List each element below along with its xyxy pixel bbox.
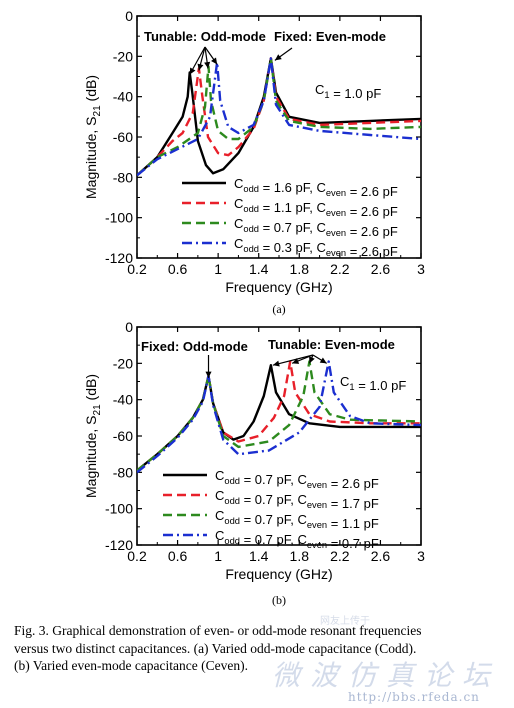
y-tick-label: -100 xyxy=(105,210,133,226)
caption-line-2: versus two distinct capacitances. (a) Va… xyxy=(14,640,417,656)
arrow-fixed-head xyxy=(274,54,282,61)
y-axis-label: Magnitude, S21 (dB) xyxy=(83,75,103,199)
arrow-tunable-2-head xyxy=(197,63,204,71)
legend-label-4: Codd = 0.3 pF, Ceven = 2.6 pF xyxy=(234,236,398,259)
legend-label-4: Codd = 0.7 pF, Ceven = 0.7 pF xyxy=(215,528,379,551)
x-tick-label: 1.4 xyxy=(249,261,269,277)
arrow-tunable-3-head xyxy=(309,356,315,364)
y-tick-label: -100 xyxy=(105,501,133,517)
y-tick-label: -60 xyxy=(113,428,133,444)
y-tick-label: -40 xyxy=(113,392,133,408)
legend-label-3: Codd = 0.7 pF, Ceven = 2.6 pF xyxy=(234,216,398,239)
annotation-c1: C1 = 1.0 pF xyxy=(340,374,406,393)
watermark-url: http://bbs.rfeda.cn xyxy=(348,690,480,704)
x-axis-label: Frequency (GHz) xyxy=(225,279,332,295)
series-line-1 xyxy=(137,57,421,177)
series-line-3 xyxy=(137,57,421,177)
x-tick-label: 0.6 xyxy=(168,261,188,277)
y-tick-label: -60 xyxy=(113,129,133,145)
arrow-tunable-1-head xyxy=(272,360,280,367)
series-line-4 xyxy=(137,57,421,177)
caption-line-1: Fig. 3. Graphical demonstration of even-… xyxy=(14,623,422,638)
annotation-tunable: Tunable: Even-mode xyxy=(268,337,395,352)
x-tick-label: 1.8 xyxy=(290,261,310,277)
x-tick-label: 0.2 xyxy=(127,261,147,277)
watermark-top: 网友上传于 xyxy=(320,616,370,627)
series-line-4 xyxy=(137,360,421,474)
arrow-fixed-head xyxy=(205,371,212,378)
x-tick-label: 1.8 xyxy=(290,548,310,564)
annotation-tunable: Tunable: Odd-mode xyxy=(144,29,266,44)
x-tick-label: 1 xyxy=(214,548,222,564)
x-tick-label: 2.6 xyxy=(371,548,391,564)
arrow-tunable-1-head xyxy=(189,67,196,75)
y-tick-label: -20 xyxy=(113,48,133,64)
watermark-title: 微波仿真论坛 xyxy=(272,659,501,692)
y-tick-label: -80 xyxy=(113,169,133,185)
chart-panel-b: 0.2 0.6 1 1.4 1.8 2.2 2.6 3 0 -20 -40 -60 -80 -100 -12… xyxy=(83,319,425,607)
y-tick-label: 0 xyxy=(125,8,133,24)
y-tick-label: 0 xyxy=(125,319,133,335)
y-tick-label: -120 xyxy=(105,537,133,553)
arrow-tunable-3-head xyxy=(204,61,211,69)
series-line-2 xyxy=(137,57,421,177)
figure-caption: Fig. 3. Graphical demonstration of even-… xyxy=(14,622,504,675)
y-tick-label: -80 xyxy=(113,464,133,480)
y-tick-label: -120 xyxy=(105,250,133,266)
x-tick-label: 3 xyxy=(417,548,425,564)
panel-label-a: (a) xyxy=(272,302,285,316)
y-tick-label: -40 xyxy=(113,89,133,105)
y-axis-label: Magnitude, S21 (dB) xyxy=(83,374,103,498)
caption-line-3: (b) Varied even-mode capacitance (Ceven)… xyxy=(14,658,249,673)
arrow-tunable-4-head xyxy=(211,57,218,65)
arrow-tunable-2-head xyxy=(292,358,300,364)
x-tick-label: 0.6 xyxy=(168,548,188,564)
x-tick-label: 2.2 xyxy=(330,261,350,277)
panel-label-b: (b) xyxy=(272,593,286,607)
legend-label-1: Codd = 1.6 pF, Ceven = 2.6 pF xyxy=(234,176,398,199)
x-tick-label: 2.2 xyxy=(330,548,350,564)
chart-panel-a: 0.2 0.6 1 1.4 1.8 2.2 2.6 3 0 -20 -40 -60 -80 -100 -12… xyxy=(83,8,425,316)
arrow-tunable-1 xyxy=(272,354,314,366)
arrow-tunable-4-head xyxy=(319,357,327,364)
series-line-3 xyxy=(137,360,421,472)
annotation-fixed: Fixed: Even-mode xyxy=(274,29,386,44)
legend-label-1: Codd = 0.7 pF, Ceven = 2.6 pF xyxy=(215,468,379,491)
x-tick-label: 1.4 xyxy=(249,548,269,564)
x-tick-label: 1 xyxy=(214,261,222,277)
legend-label-3: Codd = 0.7 pF, Ceven = 1.1 pF xyxy=(215,508,379,531)
annotation-fixed: Fixed: Odd-mode xyxy=(141,339,248,354)
legend-label-2: Codd = 0.7 pF, Ceven = 1.7 pF xyxy=(215,488,379,511)
annotation-c1: C1 = 1.0 pF xyxy=(315,82,381,101)
x-axis-label: Frequency (GHz) xyxy=(225,566,332,582)
x-tick-label: 3 xyxy=(417,261,425,277)
legend-label-2: Codd = 1.1 pF, Ceven = 2.6 pF xyxy=(234,196,398,219)
x-tick-label: 2.6 xyxy=(371,261,391,277)
y-tick-label: -20 xyxy=(113,355,133,371)
x-tick-label: 0.2 xyxy=(127,548,147,564)
